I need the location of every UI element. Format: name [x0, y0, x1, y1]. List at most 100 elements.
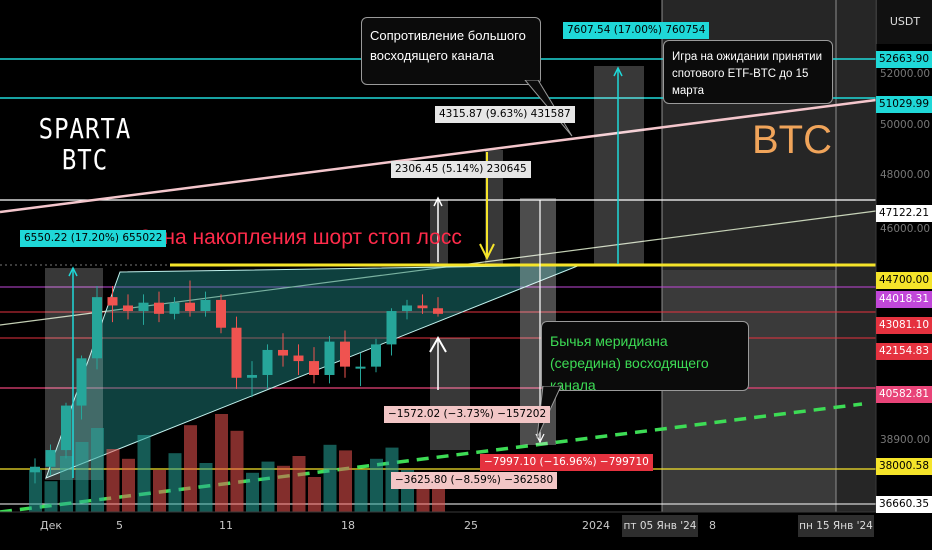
measure-label-3: 2306.45 (5.14%) 230645: [391, 161, 531, 178]
volume-bar: [215, 414, 228, 512]
candle-body: [169, 302, 180, 314]
candles: [30, 280, 443, 484]
price-tick: 50000.00: [880, 119, 931, 131]
measure-label-5: −1572.02 (−3.73%) −157202: [384, 406, 551, 423]
etf-zone: [662, 270, 836, 512]
volume-bar: [106, 449, 120, 512]
time-tick: Дек: [40, 519, 63, 532]
symbol-label: BTC: [752, 118, 832, 162]
callout-meridian-text: Бычья меридиана (середина) восходящего к…: [550, 333, 709, 393]
volume-bar: [60, 456, 73, 512]
candle-body: [185, 302, 195, 312]
volume-bar: [153, 470, 166, 512]
time-tick: 18: [341, 519, 355, 532]
price-tick: 46000.00: [880, 223, 931, 235]
measure-rect-2: [430, 200, 448, 264]
volume-bar: [308, 477, 321, 512]
candle-body: [355, 366, 366, 369]
price-tag: 52663.90: [876, 50, 932, 68]
price-tag: 43081.10: [876, 316, 932, 334]
date-box-jan05: пт 05 Янв '24: [622, 515, 698, 537]
price-tick: 38900.00: [880, 434, 931, 446]
price-tag: 40582.81: [876, 386, 932, 404]
candle-body: [30, 466, 40, 473]
candle-body: [231, 327, 242, 378]
volume-bar: [199, 463, 213, 512]
candle-body: [293, 355, 304, 362]
measure-rect-4: [430, 338, 470, 450]
date-box-jan15: пн 15 Янв '24: [798, 515, 874, 537]
volume-bar: [184, 425, 197, 512]
time-tick: 5: [116, 519, 123, 532]
candle-body: [216, 299, 226, 328]
measure-label-6: −7997.10 (−16.96%) −799710: [480, 454, 653, 471]
candle-body: [92, 297, 102, 359]
logo-line1: SPARTA: [38, 112, 132, 145]
price-tag: 44018.31: [876, 290, 932, 308]
candle-body: [200, 299, 211, 312]
callout-etf[interactable]: Игра на ожидании принятии спотового ETF-…: [663, 40, 833, 104]
volume-bar: [137, 435, 151, 512]
measure-label-2: 4315.87 (9.63%) 431587: [435, 106, 575, 123]
price-tag: 38000.58: [876, 458, 932, 476]
volume-bar: [354, 470, 368, 512]
resistance-line: [0, 98, 877, 214]
time-tick: 8: [709, 519, 716, 532]
candle-body: [278, 349, 288, 356]
volume-bars: [29, 414, 445, 512]
zone-label: Зона накопления шорт стоп лосс: [139, 226, 462, 249]
volume-bar: [168, 453, 182, 512]
measure-rect-3: [485, 150, 503, 265]
price-tag: 47122.21: [876, 204, 932, 222]
measure-rect-6: [594, 66, 644, 265]
measure-label-1: 7607.54 (17.00%) 760754: [563, 22, 710, 39]
candle-body: [247, 374, 257, 378]
candle-body: [402, 305, 412, 312]
candle-body: [417, 305, 428, 309]
price-tag: 36660.35: [876, 495, 932, 513]
callout-resistance[interactable]: Сопротивление большого восходящего канал…: [361, 17, 541, 85]
price-tag: 42154.83: [876, 342, 932, 360]
volume-bar: [292, 456, 306, 512]
candle-body: [433, 308, 443, 314]
candle-body: [123, 305, 133, 312]
sparta-logo: SPARTA BTC: [30, 112, 140, 177]
currency-label[interactable]: USDT: [876, 0, 932, 44]
time-axis-bg: [0, 512, 932, 550]
callout-meridian[interactable]: Бычья меридиана (середина) восходящего к…: [541, 321, 749, 393]
volume-bar: [29, 470, 42, 512]
volume-bar: [122, 458, 135, 512]
candle-body: [138, 302, 149, 312]
measure-label-7: −3625.80 (−8.59%) −362580: [391, 472, 558, 489]
time-tick: 25: [464, 519, 478, 532]
callout-etf-text: Игра на ожидании принятии спотового ETF-…: [672, 51, 823, 97]
candle-body: [309, 361, 319, 375]
volume-bar: [261, 461, 275, 512]
candle-body: [45, 450, 56, 467]
volume-bar: [75, 442, 89, 512]
candle-body: [154, 302, 164, 314]
price-tag: 44700.00: [876, 271, 932, 289]
volume-bar: [323, 444, 337, 512]
volume-bar: [91, 428, 104, 512]
volume-bar: [44, 481, 58, 512]
candle-body: [386, 311, 397, 345]
measure-label-4: 6550.22 (17.20%) 655022: [20, 230, 167, 247]
arrows: [68, 66, 623, 478]
candle-body: [324, 341, 335, 375]
volume-bar: [370, 458, 383, 512]
callout-resistance-text: Сопротивление большого восходящего канал…: [370, 28, 526, 63]
volume-bar: [246, 472, 259, 512]
logo-line2: BTC: [61, 143, 109, 177]
volume-bar: [339, 450, 352, 512]
time-tick: 11: [219, 519, 233, 532]
price-tick: 52000.00: [880, 68, 931, 80]
candle-body: [371, 344, 381, 367]
candle-body: [61, 405, 71, 451]
price-tick: 48000.00: [880, 169, 931, 181]
volume-bar: [277, 465, 290, 512]
volume-bar: [230, 430, 244, 512]
candle-body: [262, 349, 273, 375]
candle-body: [107, 297, 118, 306]
